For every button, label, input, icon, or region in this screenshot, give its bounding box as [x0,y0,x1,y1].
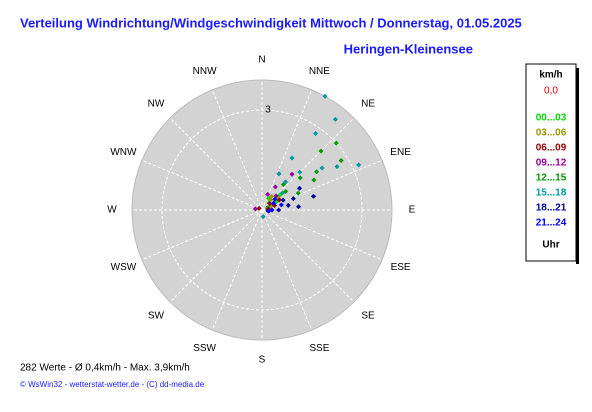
wind-point [313,131,319,137]
spoke [211,209,263,331]
legend-entry: 12...15 [536,173,567,184]
legend-entry: 21...24 [536,218,567,229]
wind-point [280,197,286,203]
r-tick-label: 3 [265,105,271,116]
direction-label: WSW [111,262,137,273]
spoke [169,209,263,303]
wind-point [269,193,275,199]
direction-label: ENE [390,147,411,158]
wind-point [356,162,362,168]
wind-point [334,164,340,170]
wind-point [338,158,344,164]
wind-point [278,202,284,208]
wind-point [272,196,278,202]
wind-point [296,204,302,210]
wind-point [265,191,271,197]
legend-box [525,63,577,262]
wind-point [271,200,277,206]
legend-entry: 18...21 [536,203,567,214]
legend-entry: 09...12 [536,158,567,169]
spoke [211,89,263,211]
direction-label: NW [148,99,165,110]
wind-point [276,171,282,177]
wind-point [332,116,338,122]
chart-title: Verteilung Windrichtung/Windgeschwindigk… [20,15,522,30]
direction-label: SE [361,311,375,322]
wind-point [289,171,295,177]
wind-point [256,205,262,211]
spoke [261,89,313,211]
wind-point [333,140,339,146]
wind-point [290,196,296,202]
wind-point [297,175,303,181]
legend-entry: 03...06 [536,128,567,139]
wind-point [276,197,282,203]
direction-label: SW [148,311,165,322]
spoke [169,117,263,211]
wind-point [319,165,325,171]
wind-point [297,169,303,175]
credits: © WsWin32 - wetterstat-wetter.de - (C) d… [20,380,205,389]
wind-point [267,201,273,207]
direction-label: WNW [110,147,137,158]
direction-label: N [258,55,265,66]
direction-label: NE [361,99,375,110]
wind-point [260,214,266,220]
summary: 282 Werte - Ø 0,4km/h - Max. 3,9km/h [20,363,190,374]
wind-point [272,184,278,190]
wind-point [276,207,282,213]
direction-label: SSE [309,343,329,354]
spoke [261,159,383,211]
direction-label: S [259,355,266,366]
direction-label: E [409,205,416,216]
wind-point [297,185,303,191]
wind-point [289,155,295,161]
direction-label: NNW [193,66,217,77]
wind-point [279,190,285,196]
wind-point [285,202,291,208]
legend-entry: 00...03 [536,113,567,124]
legend-calm: 0,0 [544,86,558,97]
wind-point [252,206,258,212]
wind-point [283,179,289,185]
spoke [261,209,383,261]
wind-point [322,93,328,99]
spoke [141,209,263,261]
legend-title: km/h [539,70,562,81]
wind-point [314,169,320,175]
legend-entry: 15...18 [536,188,567,199]
direction-label: SSW [193,343,216,354]
legend-footer: Uhr [542,240,559,251]
grid-ring [161,109,363,311]
direction-label: W [107,205,117,216]
chart-subtitle: Heringen-Kleinensee [344,41,473,56]
legend-shadow [576,68,579,264]
direction-label: ESE [391,262,411,273]
wind-point [318,148,324,154]
wind-point [295,190,301,196]
wind-point [311,193,317,199]
direction-label: NNE [309,66,330,77]
wind-point [266,208,272,214]
legend-entry: 06...09 [536,143,567,154]
wind-point [311,177,317,183]
spoke [141,159,263,211]
spoke [261,209,355,303]
spoke [261,209,313,331]
